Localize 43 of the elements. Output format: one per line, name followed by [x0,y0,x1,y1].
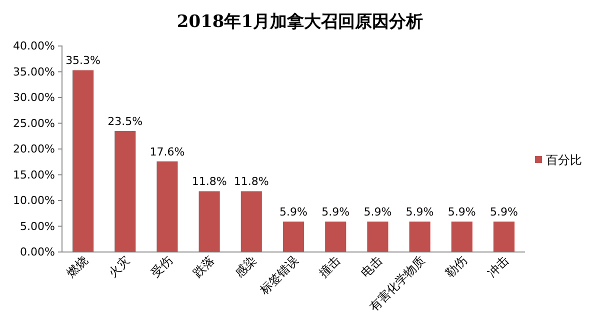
y-tick-label: 10.00% [13,194,55,208]
y-tick-label: 40.00% [13,40,55,53]
data-label: 5.9% [280,206,308,219]
y-tick-label: 25.00% [13,116,55,130]
bar [409,222,430,252]
bar [325,222,346,252]
bar [240,191,262,252]
bar [493,222,514,252]
y-tick-label: 35.00% [13,65,55,78]
x-tick-label: 勒伤 [442,253,470,280]
chart-title: 2018年1月加拿大召回原因分析 [176,12,424,32]
bar [198,191,220,252]
bar [282,222,304,252]
x-tick-label: 跌落 [190,253,217,280]
data-label: 11.8% [234,175,269,188]
y-tick-label: 30.00% [13,91,55,104]
bar [72,70,94,252]
x-tick-label: 撞击 [316,253,344,280]
x-tick-label: 燃烧 [64,253,91,280]
data-label: 5.9% [406,206,434,219]
bar [451,222,472,252]
x-tick-label: 受伤 [148,253,175,280]
data-label: 5.9% [448,206,476,219]
data-label: 5.9% [364,206,392,219]
x-tick-label: 冲击 [484,253,512,280]
y-tick-label: 0.00% [20,246,55,259]
data-label: 5.9% [490,206,518,219]
x-tick-label: 电击 [358,253,386,280]
y-tick-label: 15.00% [13,168,55,182]
y-tick-label: 5.00% [20,220,55,233]
legend-label: 百分比 [546,153,582,168]
data-label: 11.8% [192,175,227,188]
data-label: 23.5% [108,114,143,128]
x-tick-label: 火灾 [106,253,133,280]
x-tick-label: 感染 [232,253,260,280]
data-label: 35.3% [66,54,101,68]
x-tick-label: 标签错误 [256,253,302,298]
bar [156,161,178,252]
data-label: 17.6% [150,145,185,158]
bar [367,222,388,252]
bar [114,130,136,252]
y-tick-label: 20.00% [13,142,55,156]
data-label: 5.9% [322,206,350,219]
